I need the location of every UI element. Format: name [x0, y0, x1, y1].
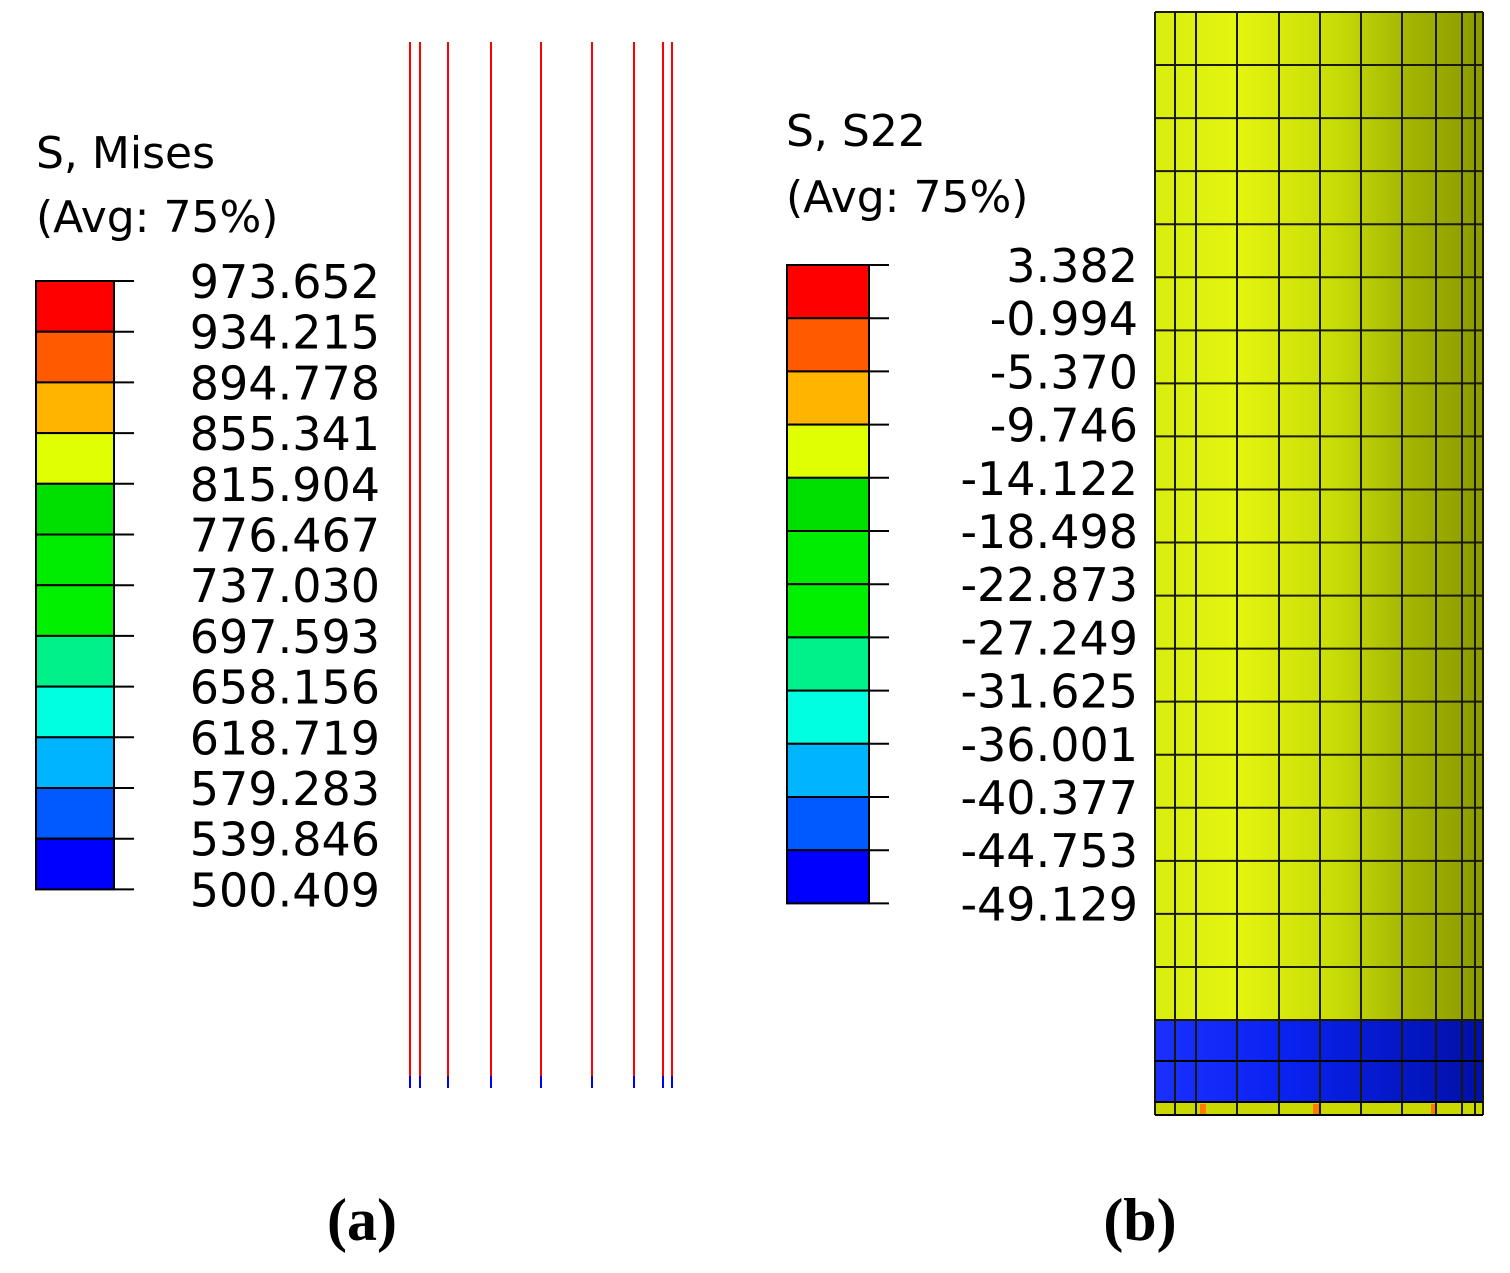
legend-a-label-8: 658.156 — [190, 661, 380, 715]
legend-a-swatch-0 — [35, 280, 115, 333]
legend-b-swatch-10 — [786, 796, 870, 852]
legend-a: S, Mises (Avg: 75%) 973.652934.215894.77… — [35, 128, 380, 917]
legend-a-label-9: 618.719 — [190, 711, 380, 765]
panel-a: S, Mises (Avg: 75%) 973.652934.215894.77… — [35, 42, 673, 1253]
legend-b-label-8: -31.625 — [960, 665, 1138, 719]
cylinder-hotspot-2 — [1431, 1104, 1437, 1115]
legend-b-swatch-4 — [786, 476, 870, 532]
legend-b-swatch-0 — [786, 264, 870, 320]
legend-b-label-1: -0.994 — [990, 292, 1138, 346]
legend-a-swatch-2 — [35, 381, 115, 435]
caption-b: (b) — [1103, 1187, 1176, 1253]
cylinder-mesh — [1154, 11, 1484, 1116]
legend-a-label-11: 539.846 — [190, 813, 380, 867]
legend-b-colorbar: 3.382-0.994-5.370-9.746-14.122-18.498-22… — [786, 239, 1138, 931]
legend-a-label-10: 579.283 — [190, 762, 380, 816]
legend-a-swatch-1 — [35, 330, 115, 384]
legend-a-label-1: 934.215 — [190, 306, 380, 360]
legend-a-colorbar: 973.652934.215894.778855.341815.904776.4… — [35, 255, 380, 917]
legend-a-label-5: 776.467 — [190, 509, 380, 563]
legend-a-swatch-4 — [35, 482, 115, 536]
legend-a-subtitle: (Avg: 75%) — [36, 192, 278, 243]
legend-a-swatch-10 — [35, 787, 115, 840]
legend-b-swatch-9 — [786, 742, 870, 798]
legend-b-swatch-5 — [786, 530, 870, 586]
legend-a-label-7: 697.593 — [190, 610, 380, 664]
legend-a-swatch-9 — [35, 736, 115, 789]
legend-b-label-3: -9.746 — [990, 399, 1138, 453]
legend-b-label-9: -36.001 — [960, 718, 1138, 772]
legend-a-swatch-6 — [35, 584, 115, 637]
legend-a-label-2: 894.778 — [190, 356, 380, 410]
legend-b-swatch-7 — [786, 636, 870, 692]
legend-a-label-12: 500.409 — [190, 863, 380, 917]
legend-b-title: S, S22 — [786, 106, 926, 157]
legend-b-label-5: -18.498 — [960, 505, 1138, 559]
legend-a-swatch-3 — [35, 432, 115, 485]
legend-b-label-10: -40.377 — [960, 771, 1138, 825]
legend-b-label-11: -44.753 — [960, 824, 1138, 878]
legend-b-label-6: -22.873 — [960, 558, 1138, 612]
cylinder-hotspot-1 — [1313, 1104, 1319, 1115]
panel-b: S, S22 (Avg: 75%) 3.382-0.994-5.370-9.74… — [786, 11, 1484, 1253]
legend-a-swatch-11 — [35, 837, 115, 891]
legend-a-title: S, Mises — [36, 128, 215, 179]
legend-b-swatch-3 — [786, 423, 870, 479]
legend-a-swatch-7 — [35, 634, 115, 688]
legend-b-label-7: -27.249 — [960, 611, 1138, 665]
legend-b-swatch-1 — [786, 317, 870, 373]
legend-b-swatch-8 — [786, 689, 870, 745]
legend-b-label-4: -14.122 — [960, 452, 1138, 506]
legend-a-swatch-8 — [35, 685, 115, 739]
legend-b-swatch-11 — [786, 849, 870, 905]
wire-lines — [409, 42, 673, 1088]
legend-b-label-2: -5.370 — [990, 345, 1138, 399]
legend-a-label-3: 855.341 — [190, 407, 380, 461]
legend-b-swatch-6 — [786, 583, 870, 639]
legend-a-label-6: 737.030 — [190, 559, 380, 613]
legend-a-label-0: 973.652 — [190, 255, 380, 309]
legend-b-label-0: 3.382 — [1006, 239, 1138, 293]
legend-a-label-4: 815.904 — [190, 458, 380, 512]
legend-b-label-12: -49.129 — [960, 877, 1138, 931]
legend-b-subtitle: (Avg: 75%) — [786, 172, 1028, 223]
legend-a-swatch-5 — [35, 533, 115, 587]
caption-a: (a) — [327, 1187, 397, 1253]
cylinder-hotspot-0 — [1200, 1104, 1206, 1115]
legend-b-swatch-2 — [786, 370, 870, 426]
legend-b: S, S22 (Avg: 75%) 3.382-0.994-5.370-9.74… — [786, 106, 1138, 931]
